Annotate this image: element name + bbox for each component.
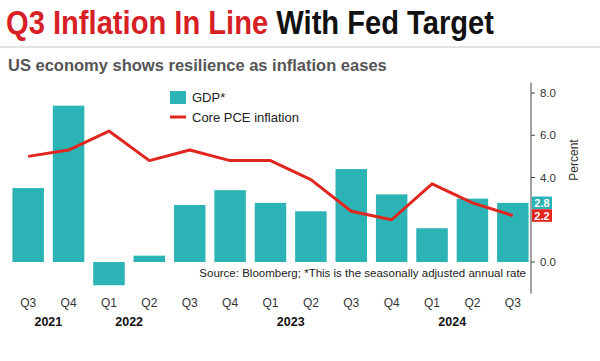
gdp-bar [255,203,287,262]
gdp-bar [174,205,206,262]
y-tick-label: 4.0 [540,172,556,184]
y-tick [531,262,535,263]
end-label: 2.8 [534,197,549,209]
legend-label: GDP* [192,90,225,105]
y-tick [531,135,535,136]
y-tick-label: 8.0 [540,87,556,99]
x-tick-label: Q2 [303,296,319,310]
legend-swatch [170,91,186,104]
end-label-box [532,209,552,222]
y-tick [531,177,535,178]
x-tick-label: Q1 [101,296,117,310]
gdp-bar [214,190,246,262]
inflation-line [28,131,513,220]
legend-label: Core PCE inflation [192,110,299,125]
x-tick-label: Q1 [424,296,440,310]
x-group-label: 2023 [277,315,305,329]
legend-swatch [170,116,186,119]
x-tick-label: Q4 [222,296,238,310]
end-label-box [532,197,552,210]
title-part: Q3 Inflation In Line [6,4,268,41]
x-tick-label: Q4 [384,296,400,310]
x-group-label: 2024 [438,315,466,329]
gdp-bar [93,262,125,285]
gdp-bar [295,211,327,262]
x-tick-label: Q3 [505,296,521,310]
title-part: With Fed Target [268,4,494,41]
y-tick [531,93,535,94]
gdp-bar [12,188,44,262]
x-tick-label: Q2 [464,296,480,310]
gdp-bar [416,228,448,262]
chart: Q3 Inflation In Line With Fed Target US e… [0,0,600,361]
y-axis-label: Percent [567,139,581,181]
x-group-label: 2021 [34,315,62,329]
gdp-bar [53,106,84,262]
x-tick-label: Q3 [20,296,36,310]
title-rule [0,47,600,48]
x-tick-label: Q2 [141,296,157,310]
subtitle: US economy shows resilience as inflation… [8,56,387,74]
gdp-bar [376,194,408,262]
x-tick-label: Q3 [182,296,198,310]
source-note: Source: Bloomberg; *This is the seasonal… [199,267,526,279]
end-label: 2.2 [534,210,549,222]
x-group-label: 2022 [115,315,143,329]
x-tick-label: Q4 [61,296,77,310]
x-tick-label: Q1 [262,296,278,310]
plot-marks [12,106,528,286]
gdp-bar [134,256,166,262]
y-tick-label: 6.0 [540,129,556,141]
y-tick-label: 0.0 [540,256,556,268]
x-tick-label: Q3 [343,296,359,310]
gdp-bar [336,169,368,262]
title: Q3 Inflation In Line With Fed Target [6,4,494,41]
gdp-bar [457,199,489,262]
